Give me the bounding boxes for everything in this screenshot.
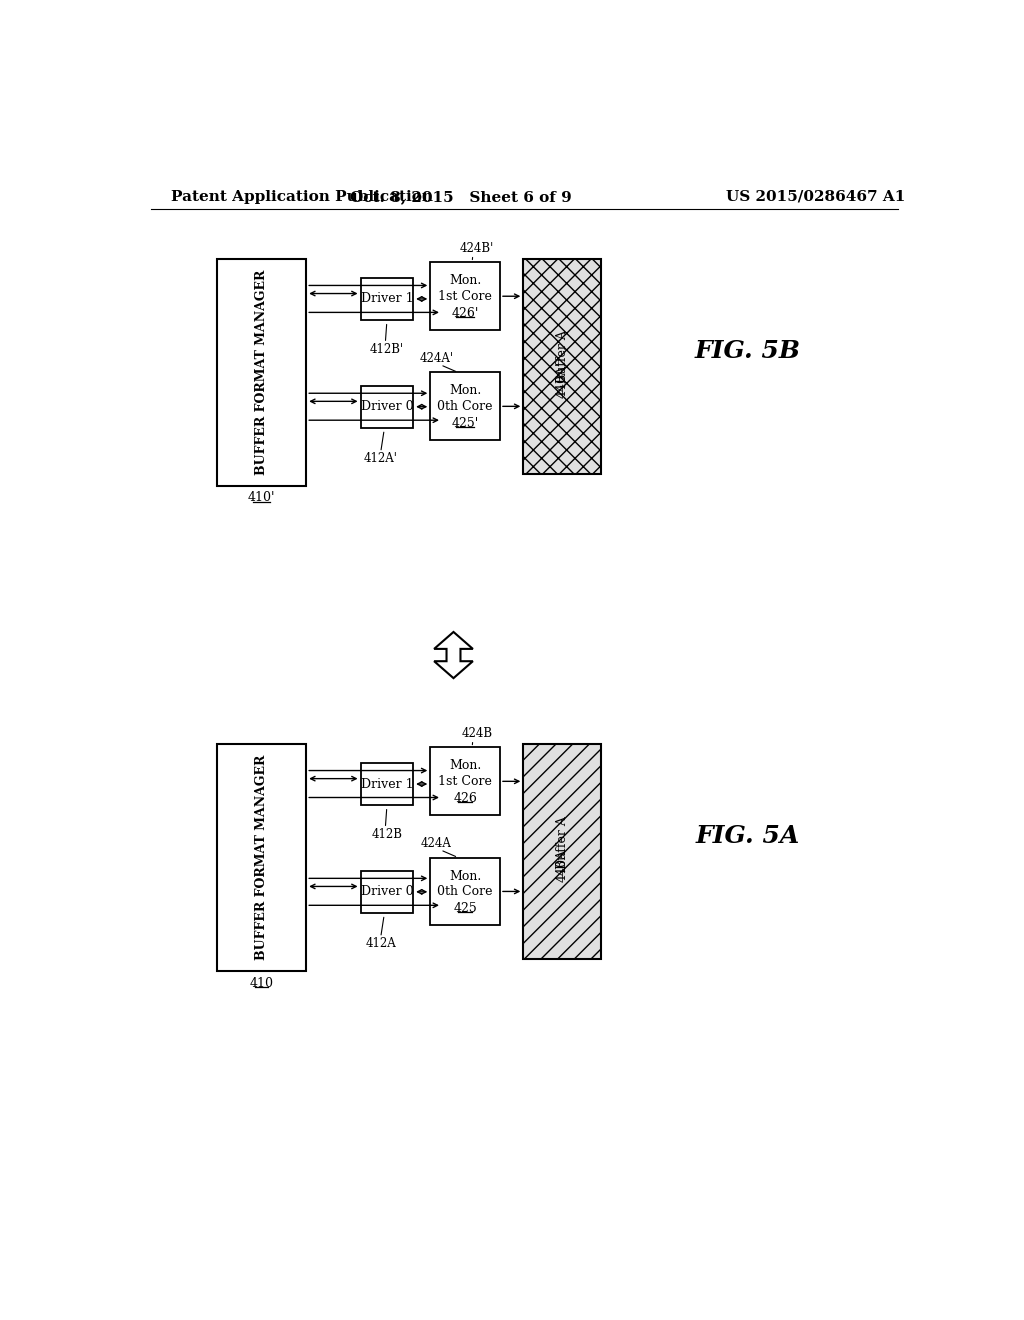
Text: 412A: 412A	[366, 937, 396, 950]
Text: 1st Core: 1st Core	[438, 775, 493, 788]
Text: Mon.: Mon.	[449, 870, 481, 883]
Text: 440A': 440A'	[555, 362, 568, 399]
Text: 425': 425'	[452, 417, 479, 430]
Bar	[217, 743, 306, 970]
Text: US 2015/0286467 A1: US 2015/0286467 A1	[726, 190, 905, 203]
Text: 1st Core: 1st Core	[438, 289, 493, 302]
Text: Mon.: Mon.	[449, 384, 481, 397]
Text: Oct. 8, 2015   Sheet 6 of 9: Oct. 8, 2015 Sheet 6 of 9	[350, 190, 572, 203]
Text: Driver 1: Driver 1	[360, 777, 413, 791]
Bar	[360, 385, 414, 428]
Polygon shape	[434, 632, 473, 678]
Bar	[430, 263, 500, 330]
Bar	[360, 277, 414, 321]
Text: 410: 410	[250, 977, 273, 990]
Bar	[430, 747, 500, 816]
Text: 412B': 412B'	[370, 343, 403, 356]
Bar	[360, 871, 414, 913]
Text: 426: 426	[454, 792, 477, 805]
Text: 424B': 424B'	[460, 242, 494, 255]
Text: Driver 1: Driver 1	[360, 293, 413, 305]
Bar	[360, 763, 414, 805]
Text: 0th Core: 0th Core	[437, 400, 493, 413]
Text: Mon.: Mon.	[449, 759, 481, 772]
Text: Patent Application Publication: Patent Application Publication	[171, 190, 432, 203]
Text: 424B: 424B	[461, 727, 493, 741]
Text: FIG. 5A: FIG. 5A	[696, 824, 800, 847]
Text: Driver 0: Driver 0	[360, 400, 413, 413]
Text: 440A: 440A	[555, 849, 568, 882]
Text: 410': 410'	[248, 491, 275, 504]
Text: Mon.: Mon.	[449, 275, 481, 288]
Text: 424A': 424A'	[420, 352, 454, 366]
Text: 412A': 412A'	[364, 453, 397, 465]
Bar	[430, 372, 500, 441]
Text: BUFFER FORMAT MANAGER: BUFFER FORMAT MANAGER	[255, 755, 268, 960]
Text: 424A: 424A	[421, 837, 452, 850]
Text: Buffer A: Buffer A	[555, 330, 568, 384]
Text: 425: 425	[454, 902, 477, 915]
Bar	[430, 858, 500, 925]
Text: Driver 0: Driver 0	[360, 886, 413, 899]
Text: Buffer A: Buffer A	[555, 816, 568, 869]
Text: 426': 426'	[452, 306, 479, 319]
Bar	[217, 259, 306, 486]
Text: BUFFER FORMAT MANAGER: BUFFER FORMAT MANAGER	[255, 269, 268, 475]
Text: 0th Core: 0th Core	[437, 884, 493, 898]
Text: FIG. 5B: FIG. 5B	[695, 339, 801, 363]
Bar	[523, 259, 601, 474]
Bar	[523, 743, 601, 960]
Text: 412B: 412B	[372, 828, 402, 841]
